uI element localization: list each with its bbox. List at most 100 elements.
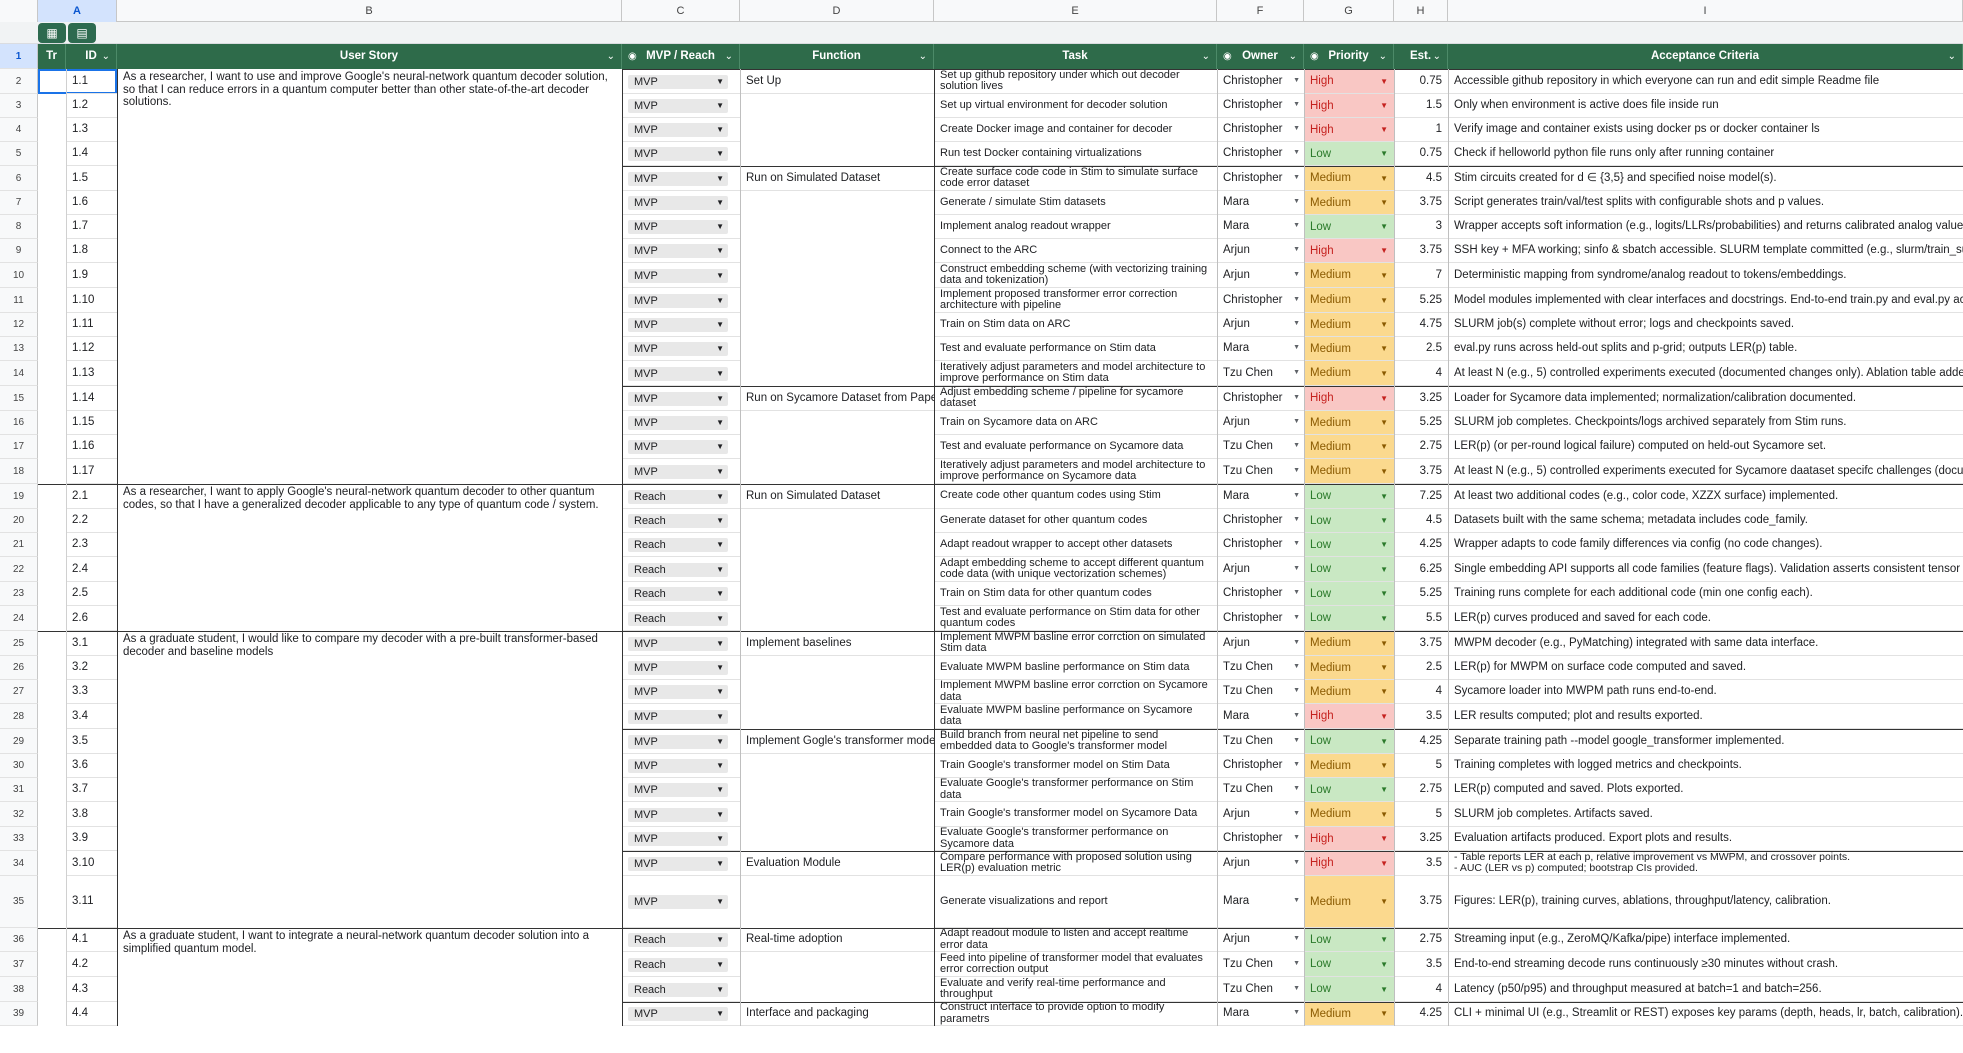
mvp-reach-cell[interactable]: MVP ▼ (622, 142, 740, 166)
chevron-down-icon[interactable]: ⌄ (1432, 51, 1441, 62)
acceptance-criteria-cell[interactable]: LER(p) for MWPM on surface code computed… (1448, 656, 1963, 680)
priority-dropdown[interactable]: Low ▼ (1304, 215, 1394, 239)
header-tr[interactable]: Tr (38, 44, 66, 69)
task-cell[interactable]: Test and evaluate performance on Sycamor… (934, 435, 1217, 459)
mvp-reach-dropdown[interactable]: MVP ▼ (628, 342, 728, 356)
owner-cell[interactable]: Christopher ▼ (1217, 606, 1304, 631)
mvp-reach-cell[interactable]: MVP ▼ (622, 729, 740, 754)
function-cell[interactable]: Real-time adoption (740, 928, 934, 952)
dropdown-arrow-icon[interactable]: ▼ (1293, 368, 1300, 376)
dropdown-arrow-icon[interactable]: ▼ (1293, 344, 1300, 352)
dropdown-arrow-icon[interactable]: ▼ (716, 736, 724, 746)
mvp-reach-dropdown[interactable]: MVP ▼ (628, 661, 728, 675)
owner-cell[interactable]: Tzu Chen ▼ (1217, 459, 1304, 484)
id-cell[interactable]: 2.5 (66, 582, 117, 606)
mvp-reach-dropdown[interactable]: MVP ▼ (628, 759, 728, 773)
priority-dropdown[interactable]: Low ▼ (1304, 142, 1394, 166)
id-cell[interactable]: 1.9 (66, 263, 117, 288)
priority-dropdown[interactable]: High ▼ (1304, 386, 1394, 411)
mvp-reach-cell[interactable]: MVP ▼ (622, 704, 740, 729)
estimate-cell[interactable]: 4.75 (1394, 313, 1448, 337)
dropdown-arrow-icon[interactable]: ▼ (716, 222, 724, 231)
dropdown-arrow-icon[interactable]: ▼ (1380, 101, 1388, 110)
id-cell[interactable]: 3.9 (66, 827, 117, 851)
estimate-cell[interactable]: 4 (1394, 680, 1448, 704)
estimate-cell[interactable]: 3.25 (1394, 827, 1448, 851)
mvp-reach-cell[interactable]: MVP ▼ (622, 386, 740, 411)
mvp-reach-dropdown[interactable]: Reach ▼ (628, 514, 728, 528)
mvp-reach-cell[interactable]: MVP ▼ (622, 94, 740, 118)
column-header-f[interactable]: F (1217, 0, 1304, 22)
owner-cell[interactable]: Christopher ▼ (1217, 509, 1304, 533)
mvp-reach-dropdown[interactable]: MVP ▼ (628, 244, 728, 258)
mvp-reach-dropdown[interactable]: MVP ▼ (628, 734, 728, 749)
task-cell[interactable]: Train Google's transformer model on Syca… (934, 802, 1217, 827)
row-number[interactable]: 15 (0, 386, 38, 411)
mvp-reach-cell[interactable]: MVP ▼ (622, 239, 740, 263)
dropdown-arrow-icon[interactable]: ▼ (1380, 687, 1388, 696)
dropdown-arrow-icon[interactable]: ▼ (1293, 516, 1300, 524)
row-number[interactable]: 6 (0, 166, 38, 191)
task-cell[interactable]: Construct embedding scheme (with vectori… (934, 263, 1217, 288)
row-number[interactable]: 27 (0, 680, 38, 704)
user-story-cell[interactable]: As a researcher, I want to use and impro… (123, 71, 608, 108)
row-number[interactable]: 26 (0, 656, 38, 680)
id-cell[interactable]: 1.8 (66, 239, 117, 263)
header-function[interactable]: Function ⌄ (740, 44, 934, 69)
mvp-reach-cell[interactable]: MVP ▼ (622, 337, 740, 361)
id-cell[interactable]: 1.11 (66, 313, 117, 337)
dropdown-arrow-icon[interactable]: ▼ (1380, 834, 1388, 843)
mvp-reach-dropdown[interactable]: MVP ▼ (628, 268, 728, 283)
mvp-reach-cell[interactable]: MVP ▼ (622, 754, 740, 778)
row-number[interactable]: 10 (0, 263, 38, 288)
dropdown-arrow-icon[interactable]: ▼ (1293, 393, 1300, 401)
mvp-reach-dropdown[interactable]: MVP ▼ (628, 147, 728, 161)
acceptance-criteria-cell[interactable]: At least N (e.g., 5) controlled experime… (1448, 361, 1963, 386)
acceptance-criteria-cell[interactable]: Evaluation artifacts produced. Export pl… (1448, 827, 1963, 851)
dropdown-arrow-icon[interactable]: ▼ (716, 198, 724, 207)
dropdown-arrow-icon[interactable]: ▼ (1380, 76, 1388, 86)
row-number[interactable]: 4 (0, 118, 38, 142)
mvp-reach-dropdown[interactable]: MVP ▼ (628, 856, 728, 871)
mvp-reach-dropdown[interactable]: MVP ▼ (628, 416, 728, 430)
acceptance-criteria-cell[interactable]: eval.py runs across held-out splits and … (1448, 337, 1963, 361)
function-cell[interactable]: Run on Simulated Dataset (740, 484, 934, 509)
mvp-reach-dropdown[interactable]: MVP ▼ (628, 196, 728, 210)
mvp-reach-dropdown[interactable]: MVP ▼ (628, 293, 728, 308)
dropdown-arrow-icon[interactable]: ▼ (1293, 785, 1300, 793)
priority-dropdown[interactable]: Low ▼ (1304, 952, 1394, 977)
mvp-reach-dropdown[interactable]: MVP ▼ (628, 74, 728, 89)
acceptance-criteria-cell[interactable]: Check if helloworld python file runs onl… (1448, 142, 1963, 166)
id-cell[interactable]: 3.7 (66, 778, 117, 802)
mvp-reach-cell[interactable]: MVP ▼ (622, 851, 740, 876)
acceptance-criteria-cell[interactable]: LER(p) curves produced and saved for eac… (1448, 606, 1963, 631)
estimate-cell[interactable]: 1 (1394, 118, 1448, 142)
mvp-reach-dropdown[interactable]: Reach ▼ (628, 489, 728, 504)
owner-cell[interactable]: Mara ▼ (1217, 876, 1304, 928)
acceptance-criteria-cell[interactable]: Stim circuits created for d ∈ {3,5} and … (1448, 166, 1963, 191)
row-number[interactable]: 18 (0, 459, 38, 484)
estimate-cell[interactable]: 5.25 (1394, 288, 1448, 313)
owner-cell[interactable]: Arjun ▼ (1217, 239, 1304, 263)
task-cell[interactable]: Train on Stim data for other quantum cod… (934, 582, 1217, 606)
acceptance-criteria-cell[interactable]: At least N (e.g., 5) controlled experime… (1448, 459, 1963, 484)
dropdown-arrow-icon[interactable]: ▼ (1380, 984, 1388, 994)
column-header-a[interactable]: A (38, 0, 117, 22)
row-number[interactable]: 29 (0, 729, 38, 754)
task-cell[interactable]: Train on Sycamore data on ARC (934, 411, 1217, 435)
priority-dropdown[interactable]: Medium ▼ (1304, 166, 1394, 191)
mvp-reach-dropdown[interactable]: MVP ▼ (628, 709, 728, 724)
id-cell[interactable]: 2.6 (66, 606, 117, 631)
priority-dropdown[interactable]: Low ▼ (1304, 533, 1394, 557)
dropdown-arrow-icon[interactable]: ▼ (1293, 809, 1300, 817)
dropdown-arrow-icon[interactable]: ▼ (716, 466, 724, 476)
dropdown-arrow-icon[interactable]: ▼ (1293, 418, 1300, 426)
priority-dropdown[interactable]: High ▼ (1304, 851, 1394, 876)
acceptance-criteria-cell[interactable]: Training completes with logged metrics a… (1448, 754, 1963, 778)
owner-cell[interactable]: Tzu Chen ▼ (1217, 680, 1304, 704)
task-cell[interactable]: Generate / simulate Stim datasets (934, 191, 1217, 215)
mvp-reach-cell[interactable]: MVP ▼ (622, 118, 740, 142)
dropdown-arrow-icon[interactable]: ▼ (1380, 149, 1388, 158)
row-number[interactable]: 28 (0, 704, 38, 729)
priority-dropdown[interactable]: Low ▼ (1304, 729, 1394, 754)
